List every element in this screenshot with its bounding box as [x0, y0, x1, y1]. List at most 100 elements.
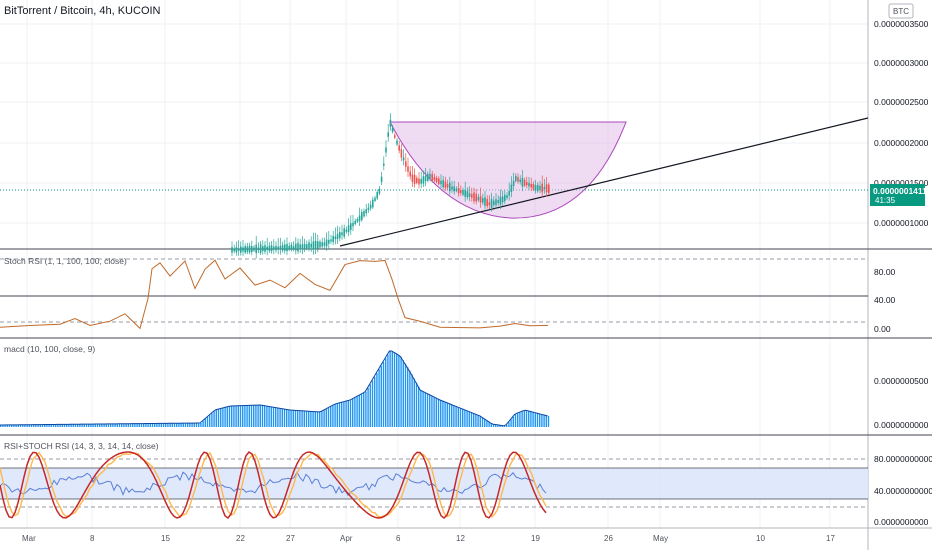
- candle: [486, 195, 488, 209]
- candle: [275, 241, 277, 253]
- macd-bar: [35, 424, 37, 427]
- macd-bar: [440, 400, 442, 427]
- candle: [460, 185, 462, 196]
- candle: [519, 175, 521, 185]
- candle: [477, 193, 480, 203]
- candle: [530, 177, 532, 192]
- candle: [438, 176, 440, 186]
- macd-bar: [57, 424, 59, 427]
- macd-bar: [55, 424, 57, 427]
- macd-bar: [488, 421, 490, 427]
- macd-bar: [457, 407, 459, 427]
- macd-bar: [356, 396, 358, 427]
- candle: [292, 241, 295, 252]
- macd-bar: [30, 424, 33, 427]
- macd-bar: [184, 423, 187, 427]
- macd-bar: [165, 423, 167, 427]
- current-price-tag: 0.0000001411 41:35: [870, 184, 927, 206]
- candle: [367, 203, 370, 213]
- macd-bar: [125, 423, 127, 427]
- macd-bar: [415, 382, 418, 427]
- date-label: Mar: [22, 534, 36, 543]
- macd-bar: [61, 424, 63, 427]
- macd-bar: [28, 424, 30, 427]
- candle: [521, 170, 524, 192]
- candle: [424, 167, 427, 187]
- macd-bar: [486, 420, 488, 427]
- candle: [314, 232, 317, 255]
- macd-bar: [426, 393, 429, 427]
- macd-bar: [484, 418, 486, 427]
- date-label: May: [653, 534, 668, 543]
- price-axis: 0.0000003500 0.0000003000 0.0000002500 0…: [874, 19, 929, 228]
- macd-bar: [442, 400, 444, 427]
- candle: [501, 190, 504, 206]
- macd-bar: [453, 405, 455, 427]
- macd-title: macd (10, 100, close, 9): [4, 344, 95, 354]
- macd-bar: [308, 411, 310, 427]
- stoch-k-line: [0, 451, 547, 520]
- macd-bar: [367, 387, 369, 427]
- macd-bar: [466, 410, 468, 427]
- price-tick: 0.0000002500: [874, 97, 929, 107]
- candle: [526, 176, 528, 189]
- macd-bar: [418, 386, 420, 427]
- macd-bar: [48, 424, 50, 427]
- macd-bar: [327, 407, 330, 427]
- candle: [253, 245, 255, 252]
- price-tick: 0.0000002000: [874, 138, 929, 148]
- macd-bar: [19, 424, 22, 427]
- candle: [385, 140, 387, 157]
- candle: [378, 185, 381, 196]
- macd-bar: [510, 419, 512, 427]
- candle: [372, 196, 374, 210]
- macd-bar: [173, 423, 176, 427]
- macd-bar: [360, 394, 363, 427]
- candle: [431, 170, 433, 183]
- chart-title: BitTorrent / Bitcoin, 4h, KUCOIN: [4, 5, 161, 17]
- candle: [284, 239, 286, 254]
- macd-bar: [107, 423, 110, 427]
- macd-bar: [497, 424, 499, 427]
- macd-bar: [301, 410, 303, 427]
- stoch-rsi-title: Stoch RSI (1, 1, 100, 100, close): [4, 256, 127, 266]
- candle: [295, 237, 297, 255]
- macd-bar: [473, 413, 475, 427]
- candle: [233, 244, 235, 254]
- macd-bar: [283, 408, 286, 427]
- macd-bar: [200, 422, 202, 427]
- candle: [407, 157, 409, 177]
- candle: [356, 216, 359, 224]
- macd-bar: [246, 405, 248, 427]
- candle: [303, 238, 306, 253]
- candle: [427, 171, 429, 183]
- macd-bar: [204, 419, 206, 427]
- candle: [391, 125, 394, 134]
- date-label: 8: [90, 534, 95, 543]
- candle: [405, 152, 407, 172]
- macd-bar: [310, 411, 312, 427]
- macd-bar: [541, 414, 543, 427]
- macd-bar: [508, 422, 510, 427]
- currency-badge[interactable]: BTC: [888, 3, 914, 19]
- currency-badge-label: BTC: [893, 7, 909, 16]
- candle: [240, 241, 242, 256]
- macd-bar: [519, 412, 521, 427]
- macd-bar: [0, 425, 2, 427]
- macd-bar: [286, 409, 288, 427]
- macd-bar: [138, 423, 140, 427]
- macd-bar: [521, 411, 523, 427]
- candle: [409, 166, 411, 180]
- macd-bar: [79, 424, 81, 427]
- macd-bar: [74, 424, 77, 427]
- candle: [508, 182, 510, 201]
- macd-bar: [341, 402, 343, 427]
- date-label: Apr: [340, 534, 353, 543]
- macd-bar: [112, 423, 114, 427]
- macd-bar: [545, 415, 547, 427]
- macd-bar: [268, 406, 270, 427]
- macd-bar: [90, 424, 92, 427]
- macd-bar: [402, 360, 404, 427]
- macd-bar: [176, 423, 178, 427]
- macd-bar: [371, 380, 374, 427]
